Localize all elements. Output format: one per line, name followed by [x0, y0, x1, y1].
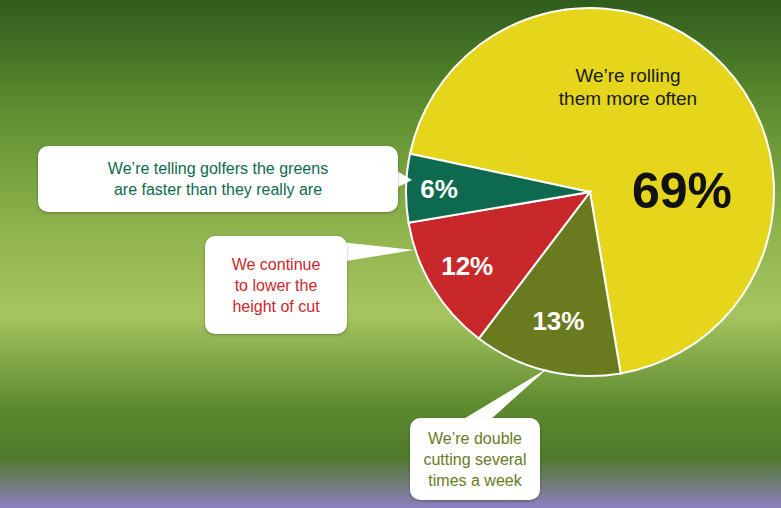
- svg-text:them more often: them more often: [559, 88, 697, 109]
- svg-text:13%: 13%: [532, 306, 584, 336]
- svg-text:6%: 6%: [420, 174, 458, 204]
- html-text:We’re double: We’re double: [428, 429, 522, 447]
- html-text:cutting several: cutting several: [423, 450, 527, 468]
- svg-text:We’re rolling: We’re rolling: [575, 65, 680, 86]
- html-text:are faster than they really ar: are faster than they really are: [113, 181, 322, 198]
- svg-text:69%: 69%: [632, 163, 732, 219]
- svg-text:12%: 12%: [441, 251, 493, 281]
- html-text:times a week: times a week: [428, 471, 522, 489]
- html-text:to lower the: to lower the: [234, 276, 318, 294]
- html-text:We’re telling golfers the gree: We’re telling golfers the greens: [107, 160, 329, 177]
- html-text:height of cut: height of cut: [232, 297, 320, 315]
- html-text:We continue: We continue: [231, 255, 321, 273]
